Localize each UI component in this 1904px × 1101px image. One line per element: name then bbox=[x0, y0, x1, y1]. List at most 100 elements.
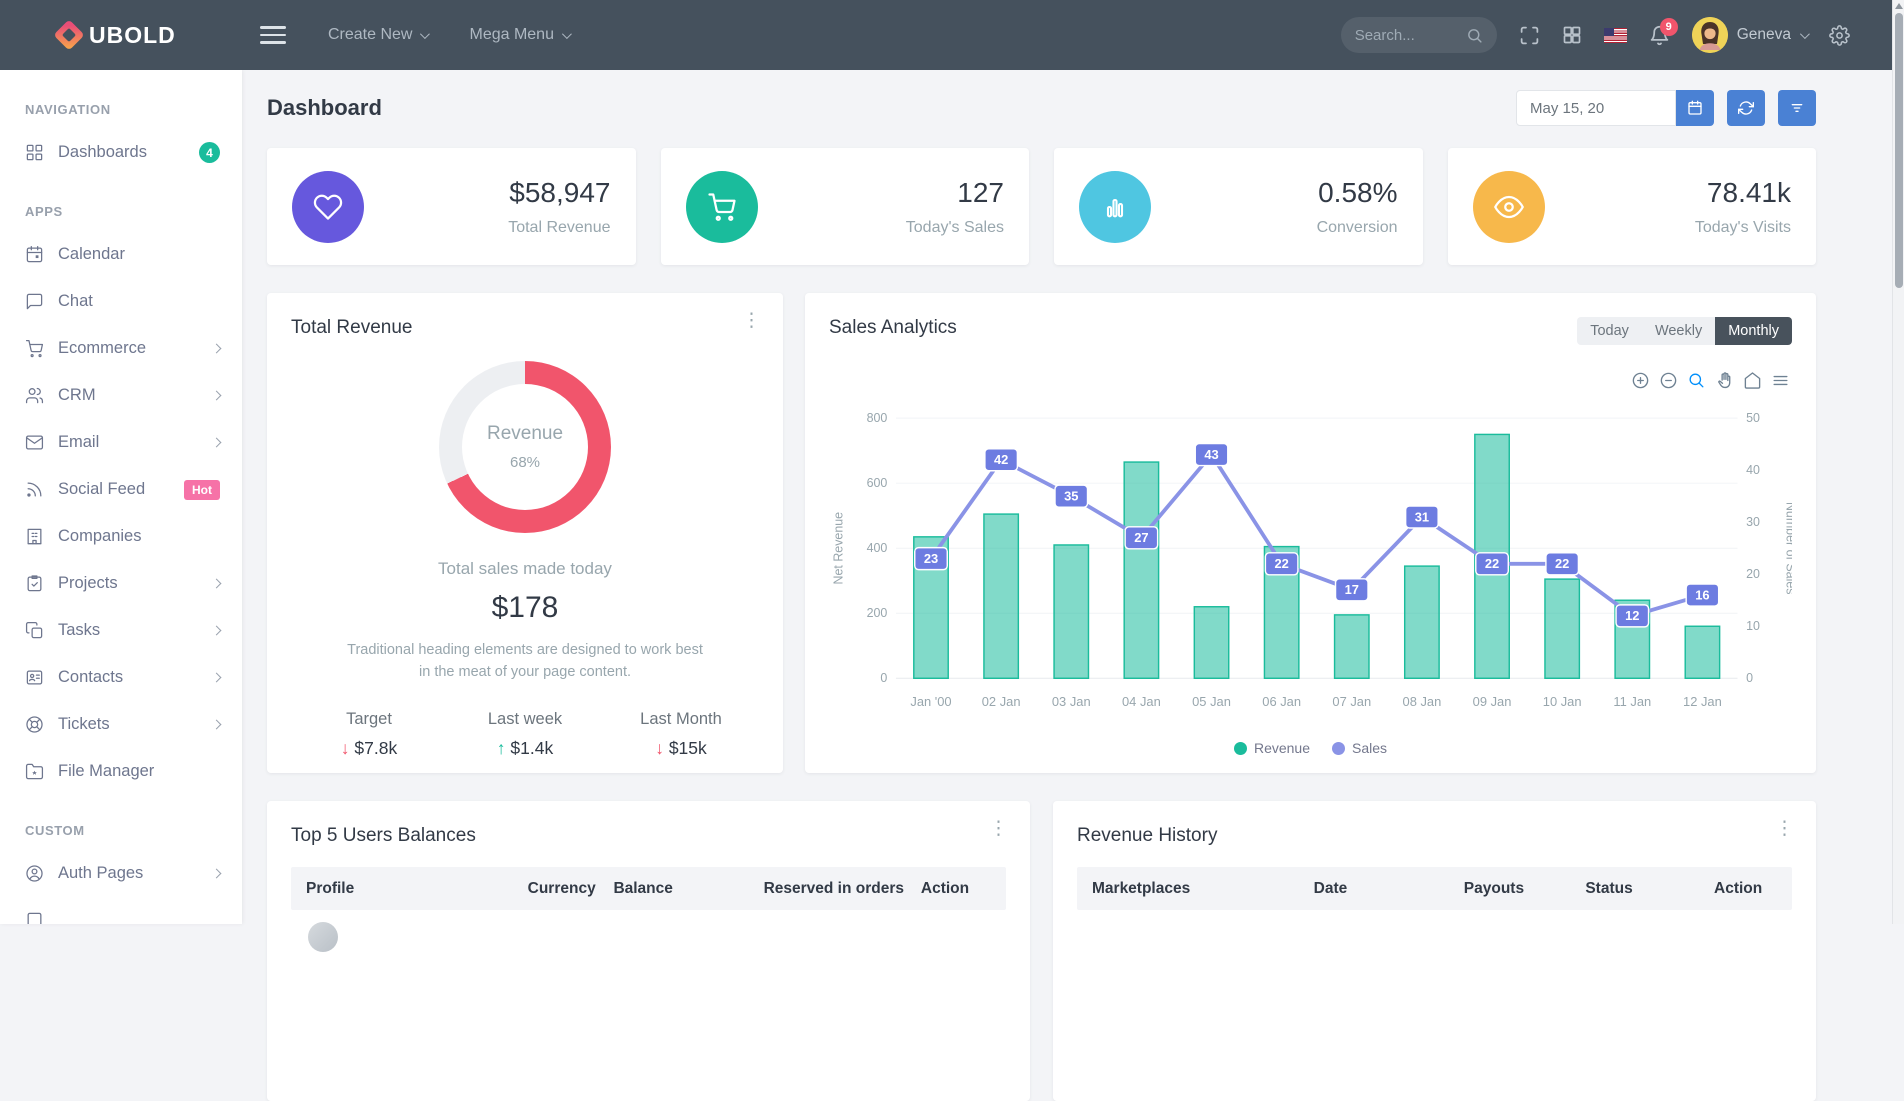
apps-grid-icon[interactable] bbox=[1562, 25, 1582, 45]
settings-gear-icon[interactable] bbox=[1829, 25, 1850, 46]
svg-text:11 Jan: 11 Jan bbox=[1613, 694, 1651, 709]
sidebar-item-companies[interactable]: Companies bbox=[0, 513, 242, 560]
main-content: Dashboard $58,947 Total Revenue bbox=[242, 70, 1860, 1101]
fullscreen-icon[interactable] bbox=[1519, 25, 1540, 46]
legend-revenue[interactable]: Revenue bbox=[1234, 740, 1310, 756]
zoom-in-icon[interactable] bbox=[1631, 371, 1650, 390]
page-title: Dashboard bbox=[267, 95, 382, 121]
sidebar-item-chat[interactable]: Chat bbox=[0, 278, 242, 325]
legend-sales[interactable]: Sales bbox=[1332, 740, 1387, 756]
refresh-icon bbox=[1738, 100, 1754, 116]
svg-text:50: 50 bbox=[1746, 411, 1760, 425]
svg-text:07 Jan: 07 Jan bbox=[1332, 694, 1371, 709]
chart-menu-icon[interactable] bbox=[1771, 371, 1790, 390]
user-circle-icon bbox=[25, 864, 44, 883]
svg-text:0: 0 bbox=[1746, 671, 1753, 685]
calendar-button[interactable] bbox=[1676, 90, 1714, 126]
card-title: Sales Analytics bbox=[829, 317, 957, 339]
scrollbar-thumb[interactable] bbox=[1895, 13, 1903, 288]
svg-text:22: 22 bbox=[1274, 556, 1288, 571]
selection-zoom-icon[interactable] bbox=[1687, 371, 1706, 390]
arrow-down-icon: ↓ bbox=[655, 738, 664, 758]
refresh-button[interactable] bbox=[1727, 90, 1765, 126]
pan-hand-icon[interactable] bbox=[1715, 371, 1734, 390]
chart-toolbar bbox=[1631, 371, 1790, 390]
svg-text:Jan '00: Jan '00 bbox=[910, 694, 951, 709]
user-name: Geneva bbox=[1737, 26, 1791, 44]
search-input[interactable] bbox=[1355, 27, 1466, 44]
sidebar-item-crm[interactable]: CRM bbox=[0, 372, 242, 419]
sidebar-item-projects[interactable]: Projects bbox=[0, 560, 242, 607]
svg-text:09 Jan: 09 Jan bbox=[1473, 694, 1512, 709]
chevron-right-icon bbox=[212, 438, 222, 448]
language-flag-icon[interactable] bbox=[1604, 28, 1627, 43]
sidebar-item-social-feed[interactable]: Social Feed Hot bbox=[0, 466, 242, 513]
sidebar-item-tasks[interactable]: Tasks bbox=[0, 607, 242, 654]
brand-logo[interactable]: UBOLD bbox=[0, 22, 242, 49]
tab-weekly[interactable]: Weekly bbox=[1642, 317, 1715, 345]
dashboards-icon bbox=[25, 143, 44, 162]
svg-text:04 Jan: 04 Jan bbox=[1122, 694, 1161, 709]
clipboard-check-icon bbox=[25, 574, 44, 593]
sidebar-item-tickets[interactable]: Tickets bbox=[0, 701, 242, 748]
search-box bbox=[1341, 17, 1497, 53]
svg-text:0: 0 bbox=[880, 671, 887, 685]
sidebar-item-partial[interactable] bbox=[0, 897, 242, 924]
sidebar-item-auth-pages[interactable]: Auth Pages bbox=[0, 850, 242, 897]
svg-text:05 Jan: 05 Jan bbox=[1192, 694, 1231, 709]
stat-card-total-revenue: $58,947 Total Revenue bbox=[267, 148, 636, 265]
card-menu-icon[interactable]: ⋮ bbox=[1775, 819, 1794, 838]
svg-text:43: 43 bbox=[1204, 447, 1218, 462]
total-revenue-card: Total Revenue ⋮ Revenue 68% Total sales … bbox=[267, 293, 783, 773]
menu-toggle-icon[interactable] bbox=[260, 21, 286, 49]
users-icon bbox=[25, 386, 44, 405]
kpi-last-week: Last week ↑ $1.4k bbox=[447, 710, 603, 759]
tab-today[interactable]: Today bbox=[1577, 317, 1642, 345]
legend-dot-sales bbox=[1332, 742, 1345, 755]
mega-menu[interactable]: Mega Menu bbox=[469, 26, 569, 44]
create-new-menu[interactable]: Create New bbox=[328, 26, 427, 44]
donut-percent: 68% bbox=[510, 454, 540, 471]
chat-icon bbox=[25, 292, 44, 311]
sidebar-item-email[interactable]: Email bbox=[0, 419, 242, 466]
stat-card-todays-visits: 78.41k Today's Visits bbox=[1448, 148, 1817, 265]
card-menu-icon[interactable]: ⋮ bbox=[989, 819, 1008, 838]
card-menu-icon[interactable]: ⋮ bbox=[742, 311, 761, 330]
home-icon[interactable] bbox=[1743, 371, 1762, 390]
filter-icon bbox=[1789, 100, 1805, 116]
revenue-donut: Revenue 68% bbox=[439, 361, 611, 533]
revenue-description: Traditional heading elements are designe… bbox=[345, 639, 705, 684]
user-menu[interactable]: Geneva bbox=[1692, 17, 1807, 53]
date-range-input[interactable] bbox=[1516, 90, 1676, 126]
copy-icon bbox=[25, 621, 44, 640]
sidebar-item-calendar[interactable]: Calendar bbox=[0, 231, 242, 278]
tab-monthly[interactable]: Monthly bbox=[1715, 317, 1792, 345]
svg-text:Number of Sales: Number of Sales bbox=[1783, 502, 1792, 595]
chevron-down-icon bbox=[420, 29, 430, 39]
table-row[interactable] bbox=[291, 910, 1006, 952]
id-card-icon bbox=[25, 668, 44, 687]
sidebar-item-contacts[interactable]: Contacts bbox=[0, 654, 242, 701]
sidebar-item-dashboards[interactable]: Dashboards 4 bbox=[0, 129, 242, 176]
avatar bbox=[308, 922, 338, 952]
sales-analytics-chart[interactable]: 0200400600800010203040502342352743221731… bbox=[829, 377, 1792, 729]
life-buoy-icon bbox=[25, 715, 44, 734]
stat-label: Total Revenue bbox=[508, 219, 610, 237]
filter-button[interactable] bbox=[1778, 90, 1816, 126]
sidebar-item-file-manager[interactable]: File Manager bbox=[0, 748, 242, 795]
folder-icon bbox=[25, 762, 44, 781]
svg-text:23: 23 bbox=[924, 551, 938, 566]
vertical-scrollbar[interactable] bbox=[1892, 0, 1904, 924]
sidebar-item-ecommerce[interactable]: Ecommerce bbox=[0, 325, 242, 372]
svg-text:Net Revenue: Net Revenue bbox=[831, 512, 845, 585]
brand-name: UBOLD bbox=[89, 22, 176, 49]
search-icon[interactable] bbox=[1466, 27, 1483, 44]
chevron-right-icon bbox=[212, 673, 222, 683]
scroll-up-arrow[interactable] bbox=[1895, 3, 1903, 9]
sidebar-section-custom: CUSTOM bbox=[0, 795, 242, 850]
hot-badge: Hot bbox=[184, 480, 220, 500]
chevron-down-icon bbox=[562, 29, 572, 39]
zoom-out-icon[interactable] bbox=[1659, 371, 1678, 390]
notifications-bell-icon[interactable]: 9 bbox=[1649, 25, 1670, 46]
stat-label: Today's Visits bbox=[1695, 219, 1791, 237]
